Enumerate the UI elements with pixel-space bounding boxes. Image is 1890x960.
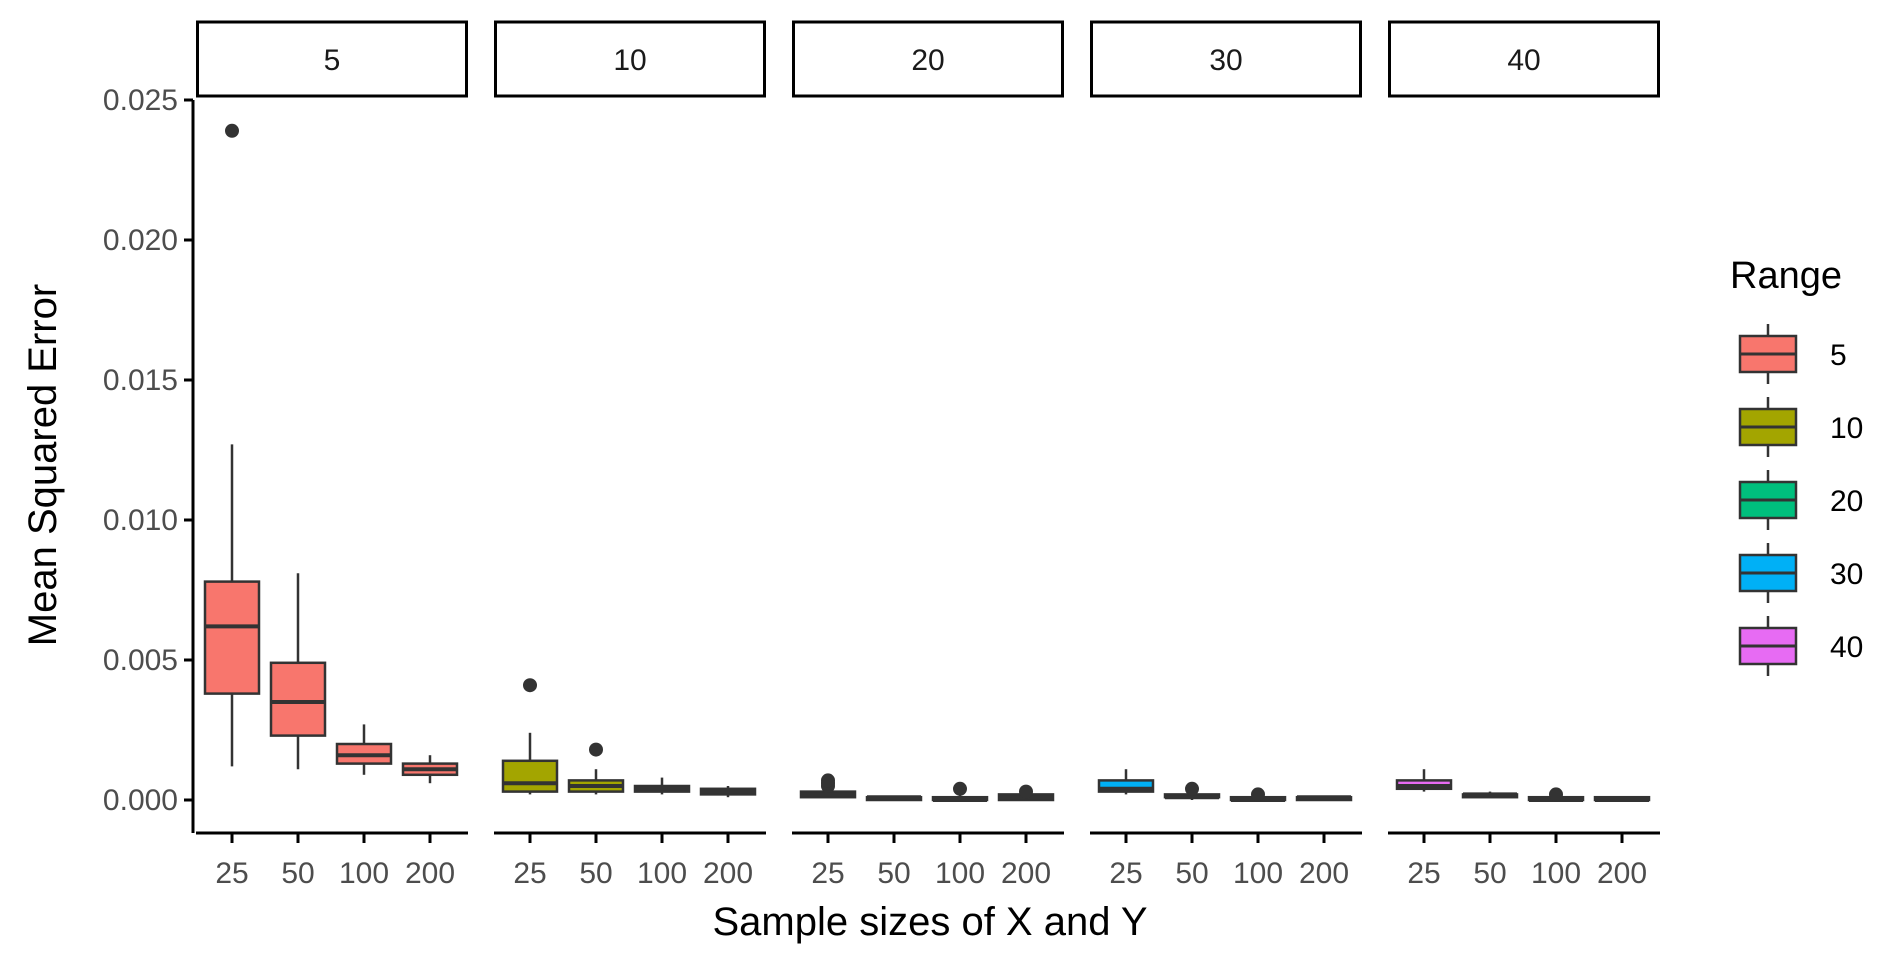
- facet-panel-10: 10 25 50 100 200: [494, 20, 766, 890]
- x-tick-label: 200: [405, 857, 455, 890]
- x-tick-label: 50: [1175, 857, 1208, 890]
- box-20-200: [997, 784, 1055, 802]
- outlier-point: [523, 678, 537, 693]
- box-5-25: [203, 123, 261, 767]
- box-body: [269, 661, 327, 737]
- box-10-100: [633, 777, 691, 795]
- box-40-50: [1461, 791, 1519, 799]
- legend-key-20: [1738, 470, 1798, 530]
- outlier-point: [1251, 787, 1265, 802]
- y-tick-label: 0.015: [103, 364, 178, 397]
- x-tick-label: 200: [703, 857, 753, 890]
- legend-label-20: 20: [1830, 485, 1863, 518]
- y-tick-label: 0.025: [103, 84, 178, 117]
- strip-label: 30: [1209, 44, 1242, 77]
- box-5-100: [335, 724, 393, 775]
- y-axis-title: Mean Squared Error: [21, 284, 65, 646]
- outlier-point: [1185, 781, 1199, 796]
- x-axis-title: Sample sizes of X and Y: [712, 900, 1147, 944]
- x-tick-label: 100: [339, 857, 389, 890]
- x-tick-label: 50: [579, 857, 612, 890]
- box-body: [203, 580, 261, 695]
- box-30-50: [1163, 781, 1221, 800]
- y-axis: 0.000 0.005 0.010 0.015 0.020 0.025: [103, 84, 195, 833]
- box-5-50: [269, 573, 327, 770]
- legend-label-5: 5: [1830, 339, 1847, 372]
- strip-label: 20: [911, 44, 944, 77]
- strip-box: [1388, 20, 1660, 98]
- strip-label: 10: [613, 44, 646, 77]
- legend-key-5: [1738, 324, 1798, 384]
- box-10-200: [699, 786, 757, 798]
- y-tick-label: 0.000: [103, 784, 178, 817]
- legend-key-30: [1738, 543, 1798, 603]
- box-30-200: [1295, 795, 1353, 802]
- x-tick-label: 200: [1299, 857, 1349, 890]
- box-40-100: [1527, 787, 1585, 802]
- strip-box: [196, 20, 468, 98]
- box-body: [1097, 779, 1155, 793]
- legend: Range 5 10 20 30 40: [1730, 255, 1863, 676]
- legend-label-10: 10: [1830, 412, 1863, 445]
- box-30-100: [1229, 787, 1287, 802]
- box-20-100: [931, 781, 989, 802]
- outlier-point: [1549, 787, 1563, 802]
- box-40-200: [1593, 795, 1651, 802]
- x-tick-label: 200: [1001, 857, 1051, 890]
- outlier-point: [953, 781, 967, 796]
- box-20-25: [799, 773, 857, 799]
- box-20-50: [865, 795, 923, 802]
- x-tick-label: 200: [1597, 857, 1647, 890]
- x-tick-label: 25: [513, 857, 546, 890]
- legend-label-30: 30: [1830, 558, 1863, 591]
- x-tick-label: 100: [1233, 857, 1283, 890]
- box-10-25: [501, 678, 559, 795]
- strip-box: [494, 20, 766, 98]
- box-30-25: [1097, 769, 1155, 795]
- x-tick-label: 100: [637, 857, 687, 890]
- outlier-point: [225, 123, 239, 138]
- x-tick-label: 25: [1407, 857, 1440, 890]
- y-tick-label: 0.005: [103, 644, 178, 677]
- legend-key-40: [1738, 616, 1798, 676]
- strip-box: [1090, 20, 1362, 98]
- box-10-50: [567, 742, 625, 795]
- legend-title: Range: [1730, 255, 1842, 297]
- outlier-point: [821, 773, 835, 788]
- y-tick-label: 0.020: [103, 224, 178, 257]
- strip-box: [792, 20, 1064, 98]
- x-tick-label: 50: [877, 857, 910, 890]
- x-tick-label: 25: [1109, 857, 1142, 890]
- strip-label: 5: [324, 44, 341, 77]
- legend-key-10: [1738, 397, 1798, 457]
- outlier-point: [1019, 784, 1033, 799]
- box-40-25: [1395, 769, 1453, 792]
- x-tick-label: 100: [1531, 857, 1581, 890]
- x-tick-label: 25: [215, 857, 248, 890]
- strip-label: 40: [1507, 44, 1540, 77]
- facet-panel-30: 30 25 50 100 200: [1090, 20, 1362, 890]
- box-5-200: [401, 755, 459, 784]
- x-tick-label: 50: [1473, 857, 1506, 890]
- x-tick-label: 50: [281, 857, 314, 890]
- legend-label-40: 40: [1830, 631, 1863, 664]
- facet-panel-20: 20 25 50 100 200: [792, 20, 1064, 890]
- facet-panel-5: 5 25 50 100 200: [196, 20, 468, 890]
- outlier-point: [589, 742, 603, 757]
- x-tick-label: 100: [935, 857, 985, 890]
- facet-panel-40: 40 25 50 100 200: [1388, 20, 1660, 890]
- x-tick-label: 25: [811, 857, 844, 890]
- y-tick-label: 0.010: [103, 504, 178, 537]
- box-body: [501, 759, 559, 793]
